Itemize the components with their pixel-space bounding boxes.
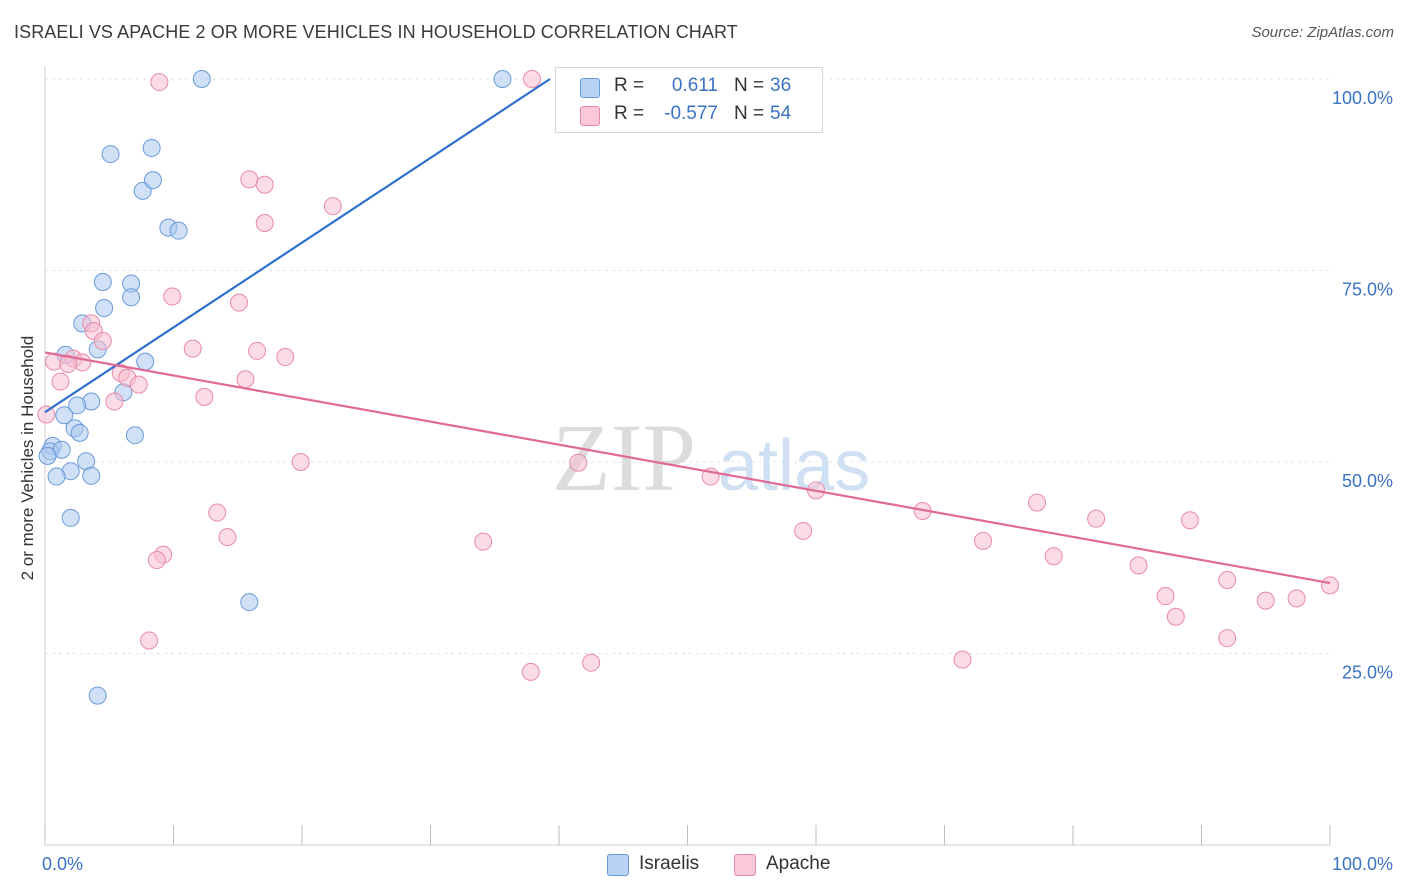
apache-point [291, 453, 310, 471]
series-legend: Israelis Apache [0, 852, 1406, 878]
apache-point [150, 73, 169, 92]
apache-legend-swatch [734, 854, 756, 876]
apache-point [140, 631, 159, 650]
israelis-point [38, 446, 57, 465]
apache-point [51, 372, 70, 391]
israelis-legend-swatch [607, 854, 629, 876]
israelis-swatch [580, 78, 600, 98]
israelis-point [142, 138, 161, 157]
israelis-point [493, 70, 512, 88]
apache-point [208, 503, 227, 522]
israelis-point [88, 686, 107, 705]
apache-point [59, 354, 78, 373]
x-tick-label-max: 100.0% [1332, 854, 1393, 874]
israelis-point [136, 352, 155, 371]
israelis-point [82, 466, 101, 485]
apache-point [230, 293, 249, 312]
legend-label-israelis: Israelis [639, 853, 700, 874]
israelis-point [70, 423, 89, 442]
apache-point [248, 341, 267, 360]
apache-point [474, 532, 493, 551]
n-value: 54 [770, 103, 792, 124]
apache-point [323, 197, 342, 216]
apache-point [1218, 629, 1237, 648]
apache-point [523, 70, 542, 88]
apache-point [1256, 591, 1275, 610]
apache-point [1028, 493, 1047, 512]
apache-point [1129, 556, 1148, 575]
apache-point [183, 339, 202, 358]
apache-point [218, 528, 237, 547]
apache-point [37, 405, 56, 424]
trend-lines [44, 78, 1331, 585]
apache-point [255, 175, 274, 194]
apache-point [1166, 607, 1185, 626]
source-label: Source: ZipAtlas.com [1251, 24, 1394, 41]
israelis-point [125, 426, 144, 445]
apache-point [974, 531, 993, 550]
r-label: R = [614, 75, 645, 96]
israelis-point [192, 70, 211, 88]
apache-point [794, 521, 813, 540]
apache-point [129, 375, 148, 394]
n-label: N = [734, 103, 765, 124]
y-axis-label: 2 or more Vehicles in Household [18, 336, 37, 581]
data-points [37, 70, 1339, 705]
n-value: 36 [770, 75, 792, 96]
apache-point [1044, 547, 1063, 566]
y-tick-label: 50.0% [1342, 471, 1393, 491]
stats-row-apache: R = -0.577 N = 54 [556, 100, 822, 128]
israelis-point [93, 272, 112, 291]
chart-title: ISRAELI VS APACHE 2 OR MORE VEHICLES IN … [14, 22, 738, 42]
apache-point [1156, 587, 1175, 606]
israelis-point [47, 467, 66, 486]
apache-point [276, 348, 295, 367]
apache-point [1218, 570, 1237, 589]
israelis-point [95, 299, 114, 318]
apache-point [195, 387, 214, 406]
apache-point [240, 170, 259, 189]
israelis-trend-line [44, 78, 551, 414]
apache-trend-line [44, 351, 1331, 585]
legend-label-apache: Apache [766, 853, 831, 874]
apache-point [521, 662, 540, 681]
apache-point [953, 650, 972, 669]
israelis-point [55, 406, 74, 425]
n-label: N = [734, 75, 765, 96]
stats-legend: R = 0.611 N = 36 R = -0.577 N = 54 [555, 67, 823, 133]
watermark-atlas: atlas [718, 426, 870, 506]
tick-labels: 25.0% 50.0% 75.0% 100.0% 0.0% 100.0% [42, 88, 1393, 874]
r-value: -0.577 [664, 103, 718, 124]
israelis-point [68, 396, 87, 415]
apache-point [569, 453, 588, 472]
apache-swatch [580, 106, 600, 126]
apache-point [163, 287, 182, 306]
apache-point [255, 214, 274, 233]
israelis-point [61, 508, 80, 527]
israelis-point [169, 221, 188, 240]
y-tick-label: 75.0% [1342, 280, 1393, 300]
apache-point [236, 370, 255, 389]
r-label: R = [614, 103, 645, 124]
apache-point [147, 551, 166, 570]
x-tick-label-min: 0.0% [42, 854, 83, 874]
stats-row-israelis: R = 0.611 N = 36 [556, 72, 822, 100]
apache-point [93, 331, 112, 350]
apache-point [1287, 589, 1306, 608]
apache-point [105, 392, 124, 411]
israelis-point [240, 593, 259, 612]
r-value: 0.611 [671, 75, 718, 96]
israelis-point [101, 145, 120, 164]
apache-point [1087, 509, 1106, 528]
apache-point [1321, 576, 1339, 595]
apache-point [582, 653, 601, 672]
y-tick-label: 25.0% [1342, 663, 1393, 683]
y-tick-label: 100.0% [1332, 88, 1393, 108]
israelis-point [122, 288, 141, 307]
apache-point [1180, 511, 1199, 530]
israelis-point [143, 171, 162, 190]
